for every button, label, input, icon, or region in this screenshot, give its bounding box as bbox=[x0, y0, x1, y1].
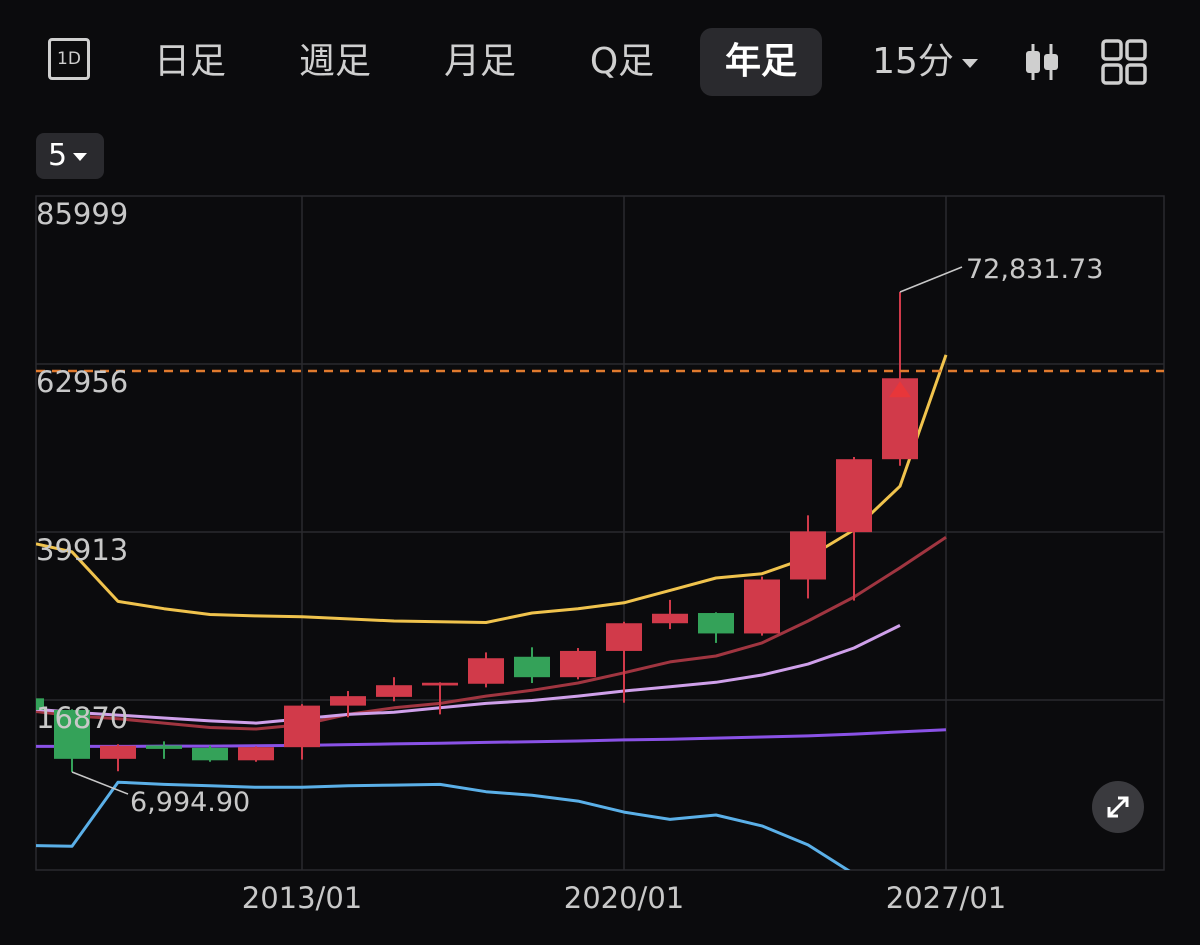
candle-body bbox=[284, 705, 320, 748]
last-price-marker bbox=[889, 381, 911, 398]
tab-daily[interactable]: 日足 bbox=[153, 41, 226, 82]
indicator-line-4 bbox=[36, 728, 947, 748]
expand-icon bbox=[1107, 796, 1129, 818]
candle-2021 bbox=[652, 599, 688, 630]
candle-body bbox=[790, 531, 826, 580]
indicator-line-1 bbox=[36, 354, 948, 624]
max-value-label: 72,831.73 bbox=[966, 254, 1103, 285]
expand-button[interactable] bbox=[1092, 781, 1144, 833]
y-tick-label: 16870 bbox=[36, 701, 128, 735]
candle-2018 bbox=[514, 647, 550, 684]
candle-body bbox=[560, 650, 596, 678]
candle-body bbox=[606, 623, 642, 651]
candle-2007 bbox=[36, 698, 44, 710]
tab-yearly[interactable]: 年足 bbox=[700, 28, 822, 96]
candle-2015 bbox=[376, 677, 412, 702]
y-axis-labels: 85999 62956 39913 16870 bbox=[36, 197, 128, 735]
candle-2014 bbox=[330, 691, 366, 718]
chevron-down-icon bbox=[961, 58, 978, 68]
candle-2022 bbox=[698, 612, 734, 643]
y-tick-label: 62956 bbox=[36, 365, 128, 399]
min-leader-line bbox=[71, 771, 129, 795]
candle-2026 bbox=[882, 292, 918, 466]
candle-2008 bbox=[54, 709, 90, 773]
candle-2017 bbox=[468, 652, 504, 688]
candle-body bbox=[36, 698, 44, 710]
y-tick-label: 85999 bbox=[36, 197, 128, 231]
min-value-label: 6,994.90 bbox=[130, 787, 250, 818]
candle-2025 bbox=[836, 457, 872, 601]
candle-2016 bbox=[422, 682, 458, 715]
candle-body bbox=[744, 579, 780, 634]
tab-weekly[interactable]: 週足 bbox=[298, 41, 371, 82]
grid bbox=[35, 195, 1165, 871]
candle-body bbox=[238, 747, 274, 761]
candlestick-icon[interactable] bbox=[1020, 40, 1064, 84]
indicator-line-5 bbox=[36, 780, 851, 870]
candle-body bbox=[54, 709, 90, 759]
candle-body bbox=[514, 656, 550, 678]
candle-2010 bbox=[146, 741, 182, 759]
x-tick-label: 2020/01 bbox=[564, 881, 684, 915]
candle-2020 bbox=[606, 621, 642, 703]
interval-dropdown[interactable]: 15分 bbox=[860, 28, 990, 96]
1d-icon[interactable]: 1D bbox=[48, 38, 90, 80]
candle-2011 bbox=[192, 745, 228, 762]
candle-body bbox=[100, 745, 136, 759]
tab-monthly[interactable]: 月足 bbox=[443, 41, 516, 82]
tab-quarterly[interactable]: Q足 bbox=[589, 41, 655, 82]
candle-2019 bbox=[560, 648, 596, 680]
candle-body bbox=[330, 696, 366, 706]
1d-icon-label: 1D bbox=[57, 49, 81, 69]
x-tick-label: 2013/01 bbox=[242, 881, 362, 915]
candle-body bbox=[652, 613, 688, 624]
candle-body bbox=[468, 658, 504, 684]
candle-2023 bbox=[744, 576, 780, 636]
chevron-down-icon bbox=[73, 152, 88, 161]
candle-body bbox=[698, 613, 734, 634]
annotations: 72,831.73 6,994.90 bbox=[71, 254, 1103, 818]
indicator-line-2 bbox=[36, 535, 947, 731]
candle-body bbox=[836, 459, 872, 533]
x-tick-label: 2027/01 bbox=[886, 881, 1006, 915]
x-axis-labels: 2013/01 2020/01 2027/01 bbox=[242, 881, 1006, 915]
indicator-line-3 bbox=[36, 624, 901, 725]
candle-2013 bbox=[284, 704, 320, 760]
period-toolbar: 1D 日足 週足 月足 Q足 年足 15分 bbox=[0, 0, 1200, 120]
y-tick-label: 39913 bbox=[36, 533, 128, 567]
grid-layout-icon[interactable] bbox=[1100, 38, 1148, 86]
interval-label: 15分 bbox=[872, 41, 954, 82]
candles bbox=[36, 292, 918, 773]
candle-body bbox=[422, 682, 458, 686]
count-selector-value: 5 bbox=[48, 138, 68, 173]
candle-2012 bbox=[238, 746, 274, 762]
candle-body bbox=[146, 745, 182, 749]
candle-body bbox=[376, 685, 412, 697]
candle-2009 bbox=[100, 744, 136, 772]
candle-body bbox=[192, 747, 228, 761]
count-selector[interactable]: 5 bbox=[36, 133, 104, 179]
candle-2024 bbox=[790, 515, 826, 599]
plot-border bbox=[35, 195, 1165, 871]
max-leader-line bbox=[899, 266, 963, 293]
